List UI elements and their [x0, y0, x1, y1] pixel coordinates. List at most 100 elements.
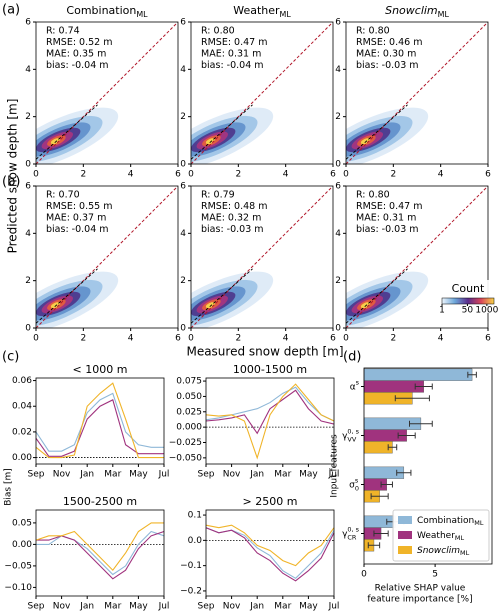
plot-frame [190, 185, 334, 329]
legend-box [392, 509, 490, 562]
text-sub: ML [136, 10, 148, 19]
panel-label: (a) [2, 3, 20, 18]
series-line [205, 524, 335, 567]
error-bar [394, 395, 430, 402]
x-tick-label: 5 [432, 570, 438, 580]
x-tick-label: Nov [53, 470, 71, 480]
x-tick-label: Jan [79, 602, 94, 612]
y-tick-label: 6 [180, 18, 186, 28]
bar [363, 368, 473, 381]
series-line [35, 392, 164, 452]
density-cloud [191, 186, 333, 328]
y-tick-label: 0 [25, 160, 31, 170]
x-tick-label: Jan [249, 470, 264, 480]
x-tick-label: 6 [175, 334, 181, 344]
subplot-title: 1000-1500 m [233, 363, 307, 376]
y-tick-label: 0.075 [176, 377, 202, 387]
x-tick-label: 6 [485, 334, 491, 344]
x-tick-label: 0 [33, 170, 39, 180]
fit-line [346, 104, 408, 160]
stat-text: MAE: 0.30 m [356, 49, 416, 60]
x-tick-label: 0 [188, 334, 194, 344]
stat-text: bias: -0.03 m [201, 224, 264, 235]
x-tick-label: Nov [223, 470, 241, 480]
series-line [205, 389, 335, 435]
stat-text: bias: -0.03 m [356, 224, 419, 235]
text-base: Weather [417, 531, 455, 541]
one-to-one-line [191, 22, 333, 164]
y-tick-label: 6 [25, 18, 31, 28]
legend-label: SnowclimML [417, 546, 470, 558]
x-tick-label: 2 [235, 334, 241, 344]
stat-text: MAE: 0.35 m [46, 49, 106, 60]
y-tick-label: −0.1 [180, 561, 202, 571]
text-base: Weather [233, 4, 280, 17]
text-sup: 0, s [347, 526, 359, 534]
x-tick-label: Nov [223, 602, 241, 612]
error-bar [467, 371, 477, 378]
plot-frame [205, 509, 335, 597]
y-tick-label: 2 [335, 276, 341, 286]
y-tick-label: 0.0 [188, 536, 203, 546]
density-layer [50, 138, 61, 145]
subplot-title: SnowclimML [385, 4, 449, 19]
x-tick-label: Jul [328, 602, 340, 612]
series-line [205, 527, 335, 582]
stat-text: RMSE: 0.47 m [201, 37, 267, 48]
subplot-title: > 2500 m [243, 495, 298, 508]
colorbar-label: Count [452, 282, 485, 295]
density-cloud [36, 22, 178, 164]
text-sup: 0, s [347, 428, 359, 436]
y-axis-label: Input features [330, 434, 340, 498]
x-tick-label: 6 [485, 170, 491, 180]
density-layer [360, 302, 371, 309]
x-tick-label: Mar [104, 602, 121, 612]
one-to-one-line [346, 22, 488, 164]
text-sub: 0 [355, 485, 359, 493]
stat-text: R: 0.80 [356, 190, 390, 201]
y-tick-label: −0.10 [4, 583, 32, 593]
fit-line [36, 268, 98, 324]
y-tick-label: 0.000 [176, 423, 202, 433]
stat-text: RMSE: 0.55 m [46, 201, 112, 212]
x-tick-label: 6 [175, 170, 181, 180]
fit-line [191, 104, 253, 160]
x-tick-label: 2 [390, 170, 396, 180]
y-tick-label: 2 [25, 112, 31, 122]
x-tick-label: Jan [79, 470, 94, 480]
x-tick-label: 4 [283, 170, 289, 180]
text-sup: s [355, 477, 359, 485]
x-tick-label: Sep [198, 602, 215, 612]
density-layer [205, 302, 216, 309]
colorbar-tick-label: 1000 [475, 306, 498, 316]
error-bar [380, 481, 393, 488]
series-line [35, 399, 164, 457]
x-tick-label: 2 [80, 170, 86, 180]
text-base: γ [342, 431, 348, 441]
plot-frame [363, 367, 493, 565]
fit-line [191, 268, 253, 324]
y-tick-label: 4 [335, 229, 341, 239]
error-bar [370, 493, 389, 500]
x-tick-label: Jul [158, 602, 170, 612]
stat-text: R: 0.70 [46, 190, 80, 201]
stat-text: MAE: 0.32 m [201, 213, 261, 224]
x-tick-label: Jul [158, 470, 170, 480]
one-to-one-line [191, 186, 333, 328]
x-tick-label: Mar [104, 470, 121, 480]
x-tick-label: 6 [330, 334, 336, 344]
y-tick-label: 0.025 [176, 407, 202, 417]
y-axis-label: Bias [m] [4, 468, 14, 506]
x-tick-label: 0 [33, 334, 39, 344]
x-tick-label: Sep [198, 470, 215, 480]
x-tick-label: 4 [438, 170, 444, 180]
x-tick-label: Mar [274, 470, 291, 480]
y-tick-label: 0.00 [12, 453, 32, 463]
y-tick-label: γ0, s CR [342, 526, 360, 542]
x-tick-label: May [129, 470, 148, 480]
series-line [36, 530, 165, 580]
x-tick-label: May [299, 602, 318, 612]
x-tick-label: 4 [283, 334, 289, 344]
